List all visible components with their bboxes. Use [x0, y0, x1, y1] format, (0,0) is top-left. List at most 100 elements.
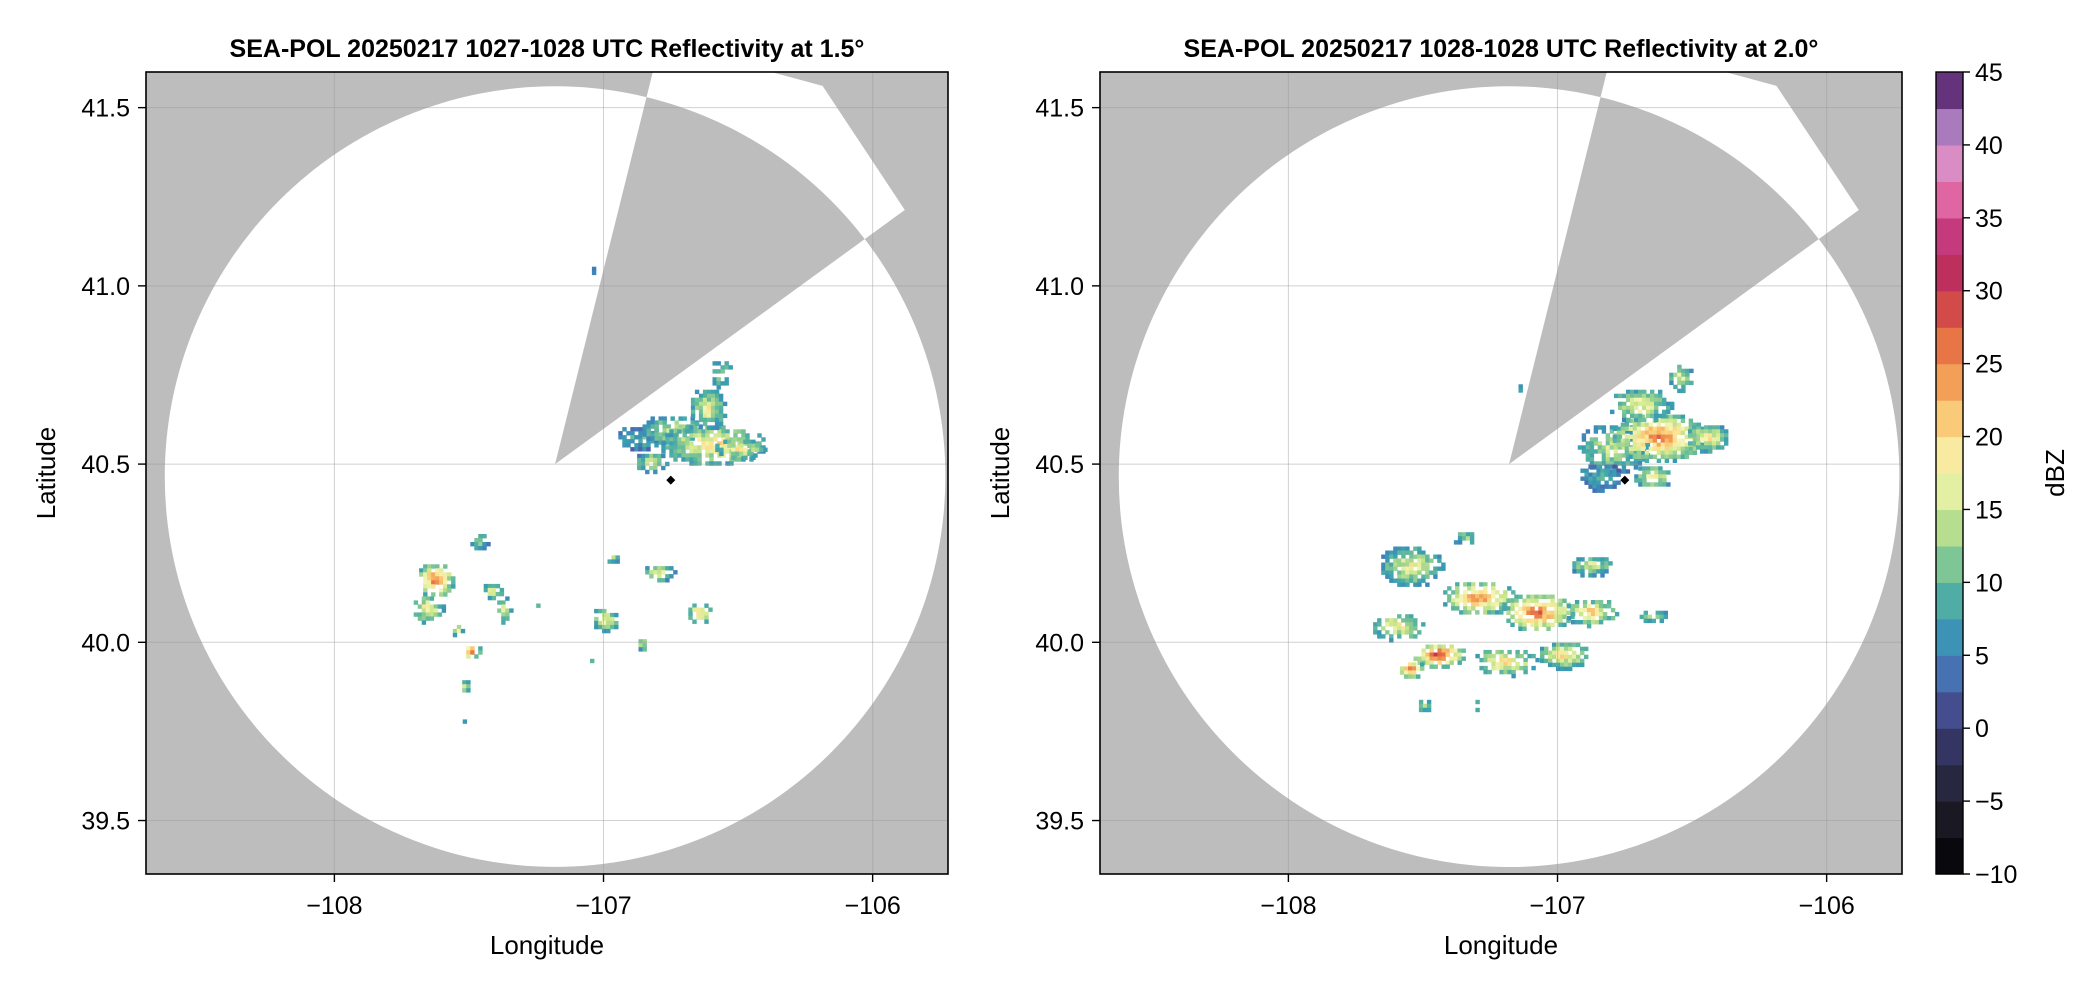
y-tick-label: 39.5	[1035, 808, 1084, 836]
colorbar-frame	[1935, 71, 1964, 875]
y-tick-label: 40.0	[1035, 629, 1084, 657]
colorbar-tick-label: 25	[1975, 351, 2003, 379]
echo-cell	[1413, 644, 1466, 669]
panel-2-grid	[1100, 72, 1902, 874]
panel-1: SEA-POL 20250217 1027-1028 UTC Reflectiv…	[31, 35, 949, 960]
echo-cell	[1634, 466, 1671, 487]
echo-cell	[466, 646, 483, 659]
echo-cell	[690, 389, 728, 431]
echo-cell	[462, 719, 468, 724]
colorbar-bin	[1936, 691, 1963, 729]
echo-cell	[1400, 662, 1425, 679]
colorbar-tick-label: 40	[1975, 132, 2003, 160]
colorbar-bin	[1936, 290, 1963, 328]
echo-cell	[1453, 532, 1475, 545]
echo-cell	[413, 596, 447, 625]
panel-2-reflectivity-echoes	[1373, 364, 1729, 713]
colorbar-ticks: −10 −5 0 5 10 15 20 25 30 35 40 45	[1963, 59, 2017, 889]
colorbar-tick-label: −10	[1975, 861, 2017, 889]
colorbar-tick-label: −5	[1975, 788, 2004, 816]
echo-cell	[715, 439, 768, 460]
panel-1-site-marker	[666, 475, 676, 485]
colorbar-bin	[1936, 764, 1963, 802]
echo-cell	[712, 361, 733, 390]
y-tick-label: 40.5	[1035, 451, 1084, 479]
colorbar-bin	[1936, 217, 1963, 255]
y-tick-label: 39.5	[81, 808, 130, 836]
panel-2-radar-coverage	[1118, 72, 1900, 869]
colorbar-tick-label: 30	[1975, 278, 2003, 306]
panel-1-radar-coverage	[164, 72, 946, 868]
colorbar-bin	[1936, 400, 1963, 438]
colorbar-bin	[1936, 837, 1963, 875]
colorbar: −10 −5 0 5 10 15 20 25 30 35 40 45 dBZ	[1935, 59, 2070, 889]
panel-1-y-axis: 39.5 40.0 40.5 41.0 41.5	[81, 95, 146, 836]
panel-1-frame	[145, 71, 949, 875]
y-tick-label: 40.5	[81, 451, 130, 479]
echo-cell	[1540, 642, 1589, 672]
panel-1-title: SEA-POL 20250217 1027-1028 UTC Reflectiv…	[230, 35, 865, 63]
echo-cell	[419, 564, 456, 597]
echo-cell	[536, 603, 541, 608]
panel-2-ylabel: Latitude	[985, 427, 1015, 520]
echo-cell	[1381, 546, 1446, 587]
y-tick-label: 41.5	[81, 95, 130, 123]
echo-cell	[645, 566, 678, 583]
echo-cell	[1610, 389, 1675, 423]
panel-1-x-axis: −108 −107 −106	[306, 874, 901, 920]
colorbar-bin	[1936, 473, 1963, 511]
colorbar-bin	[1936, 582, 1963, 620]
x-tick-label: −108	[1260, 892, 1316, 920]
x-tick-label: −106	[1798, 892, 1854, 920]
echo-cell	[1639, 610, 1668, 624]
echo-cell	[1373, 614, 1426, 643]
colorbar-bin	[1936, 254, 1963, 292]
echo-cell	[1580, 464, 1621, 493]
colorbar-tick-label: 20	[1975, 424, 2003, 452]
echo-cell	[1502, 594, 1575, 631]
echo-cell	[462, 680, 471, 693]
colorbar-bin	[1936, 801, 1963, 839]
echo-cell	[591, 266, 597, 276]
panel-2-title: SEA-POL 20250217 1028-1028 UTC Reflectiv…	[1184, 35, 1819, 63]
colorbar-bin	[1936, 509, 1963, 547]
echo-cell	[1566, 600, 1620, 629]
panel-2-y-axis: 39.5 40.0 40.5 41.0 41.5	[1035, 95, 1100, 836]
panel-1-reflectivity-echoes	[413, 266, 768, 724]
colorbar-bins	[1936, 72, 1963, 875]
colorbar-bin	[1936, 436, 1963, 474]
colorbar-bin	[1936, 327, 1963, 365]
x-tick-label: −107	[575, 892, 631, 920]
echo-cell	[688, 603, 713, 624]
colorbar-tick-label: 45	[1975, 59, 2003, 87]
echo-cell	[1475, 649, 1540, 679]
colorbar-bin	[1936, 363, 1963, 401]
echo-cell	[470, 534, 491, 551]
colorbar-bin	[1936, 144, 1963, 182]
x-tick-label: −107	[1529, 892, 1585, 920]
colorbar-tick-label: 35	[1975, 205, 2003, 233]
colorbar-bin	[1936, 181, 1963, 219]
colorbar-bin	[1936, 545, 1963, 583]
echo-cell	[607, 555, 620, 564]
echo-cell	[637, 453, 670, 475]
colorbar-label: dBZ	[2040, 449, 2070, 497]
echo-cell	[1518, 384, 1523, 393]
panel-1-xlabel: Longitude	[490, 930, 604, 960]
echo-cell	[483, 583, 505, 601]
echo-cell	[1443, 582, 1516, 615]
echo-cell	[452, 624, 466, 638]
panel-2-xlabel: Longitude	[1444, 930, 1558, 960]
colorbar-tick-label: 15	[1975, 496, 2003, 524]
echo-cell	[590, 658, 595, 664]
colorbar-bin	[1936, 72, 1963, 110]
x-tick-label: −106	[844, 892, 900, 920]
panel-2-frame	[1099, 71, 1903, 875]
colorbar-tick-label: 5	[1975, 642, 1989, 670]
colorbar-bin	[1936, 728, 1963, 766]
echo-cell	[1669, 364, 1694, 394]
echo-cell	[1688, 425, 1729, 454]
colorbar-tick-label: 10	[1975, 569, 2003, 597]
echo-cell	[497, 596, 514, 625]
